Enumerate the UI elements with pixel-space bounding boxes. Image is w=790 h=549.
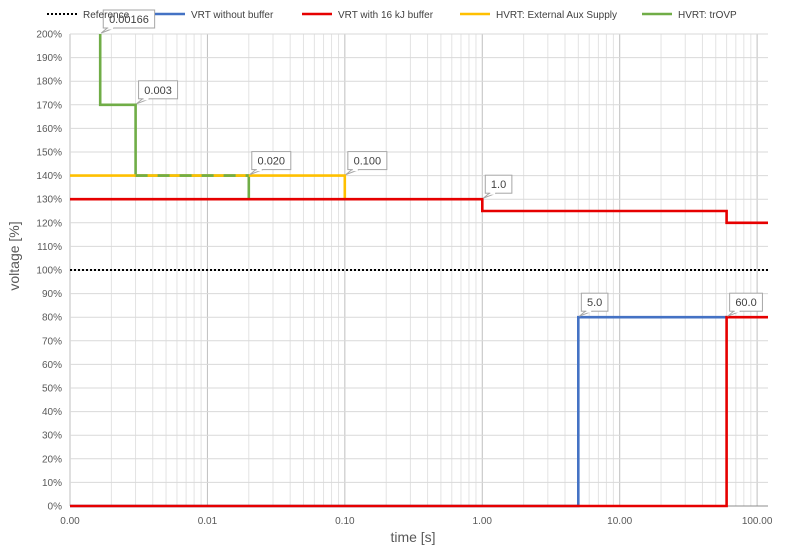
x-tick-label: 10.00 xyxy=(607,516,632,527)
data-label: 1.0 xyxy=(491,179,506,191)
y-tick-label: 0% xyxy=(48,502,63,513)
callout-box xyxy=(729,292,763,312)
y-axis-title: voltage [%] xyxy=(6,221,22,290)
y-tick-label: 110% xyxy=(37,242,62,253)
y-axis-ticks: 0% 10% 20% 30% 40% 50% 60% 70% 80% 90% 100% 110% 120… xyxy=(36,30,62,513)
data-label: 0.003 xyxy=(144,85,172,97)
x-tick-label: 1.00 xyxy=(473,516,493,527)
y-tick-label: 140% xyxy=(36,171,62,182)
callout-box xyxy=(580,292,609,312)
y-tick-label: 20% xyxy=(42,454,62,465)
y-tick-label: 100% xyxy=(36,266,62,277)
callout-joint xyxy=(256,168,262,172)
legend-label-vrt-with-16-kj-buffer: VRT with 16 kJ buffer xyxy=(338,10,434,21)
y-tick-label: 180% xyxy=(36,77,62,88)
callout-joint xyxy=(490,191,496,195)
callout-joint xyxy=(352,168,358,172)
legend-label-hvrt-trovp: HVRT: trOVP xyxy=(678,10,737,21)
y-tick-label: 60% xyxy=(42,360,62,371)
callout-joint xyxy=(108,26,114,30)
x-tick-label: 100.00 xyxy=(742,516,773,527)
y-tick-label: 170% xyxy=(36,100,62,111)
y-tick-label: 80% xyxy=(42,313,62,324)
callout-joint xyxy=(143,97,149,101)
callout-joint xyxy=(586,309,592,313)
series-line-vrt-with-16-kj-buffer xyxy=(70,315,768,508)
data-label: 0.00166 xyxy=(109,14,149,26)
y-tick-label: 160% xyxy=(36,124,62,135)
callout-box xyxy=(102,9,156,29)
y-tick-label: 190% xyxy=(36,53,62,64)
x-tick-label: 0.10 xyxy=(335,516,355,527)
y-tick-label: 200% xyxy=(36,30,62,41)
callout-joint xyxy=(734,309,740,313)
callout-box xyxy=(347,151,388,171)
y-tick-label: 150% xyxy=(36,148,62,159)
callout-box xyxy=(251,151,292,171)
data-label: 5.0 xyxy=(587,297,602,309)
legend-label-reference: Reference xyxy=(83,10,130,21)
x-tick-label: 0.00 xyxy=(60,516,80,527)
data-label: 0.100 xyxy=(354,156,382,168)
data-label: 60.0 xyxy=(735,297,756,309)
y-tick-label: 130% xyxy=(36,195,62,206)
y-tick-label: 40% xyxy=(42,407,62,418)
x-tick-label: 0.01 xyxy=(198,516,218,527)
y-tick-label: 120% xyxy=(36,218,62,229)
callout-box xyxy=(484,174,513,194)
data-label: 0.020 xyxy=(258,156,286,168)
y-tick-label: 90% xyxy=(42,289,62,300)
series-line-vrt-with-16-kj-buffer xyxy=(70,197,768,225)
annotations: 0.00166 0.003 0.020 0.100 1.0 5.0 60.0 xyxy=(100,9,763,317)
series-line-hvrt-trovp xyxy=(98,34,251,200)
y-tick-label: 30% xyxy=(42,431,62,442)
legend-label-vrt-without-buffer: VRT without buffer xyxy=(191,10,274,21)
x-axis-title: time [s] xyxy=(390,529,435,545)
callout-box xyxy=(138,80,179,100)
y-tick-label: 70% xyxy=(42,336,62,347)
y-tick-label: 50% xyxy=(42,384,62,395)
x-axis-ticks: 0.00 0.01 0.10 1.00 10.00 100.00 xyxy=(60,516,773,527)
legend: Reference VRT without buffer VRT with 16 k… xyxy=(47,10,737,21)
series-lines xyxy=(70,34,768,508)
legend-label-hvrt-external-aux-supply: HVRT: External Aux Supply xyxy=(496,10,617,21)
y-tick-label: 10% xyxy=(42,478,62,489)
